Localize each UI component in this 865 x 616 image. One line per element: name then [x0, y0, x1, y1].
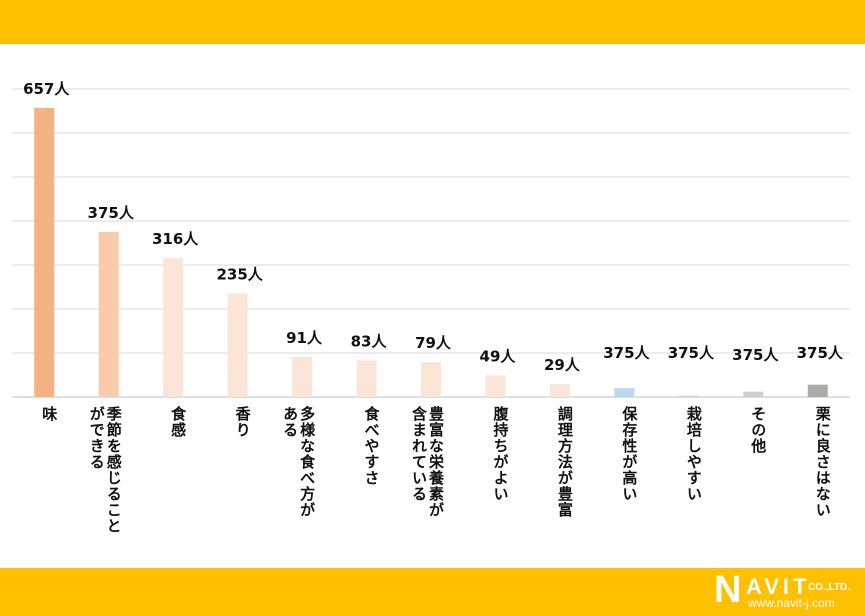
data-label: 49人: [480, 347, 517, 365]
data-label: 235人: [216, 266, 263, 284]
data-label: 29人: [544, 356, 581, 374]
x-tick-label: 多様な食べ方が ある: [281, 406, 317, 518]
bar: [743, 391, 764, 397]
data-label: 83人: [351, 332, 388, 350]
bar: [356, 360, 377, 397]
logo-mark: N: [714, 569, 742, 611]
bar: [292, 356, 313, 397]
bar: [549, 384, 570, 397]
bar: [227, 293, 248, 397]
logo-company: CO.,LTD.: [808, 582, 851, 593]
x-tick-label: 食感: [169, 406, 188, 438]
x-tick-label: 調理方法が豊富: [555, 406, 574, 518]
data-label: 375人: [668, 344, 715, 362]
bar: [485, 375, 506, 397]
bar: [163, 257, 184, 397]
x-tick-label: 豊富な栄養素が 含まれている: [410, 406, 445, 518]
x-tick-label: 腹持ちがよい: [491, 406, 510, 502]
data-label: 375人: [603, 344, 650, 362]
logo-url: www.navit-j.com: [748, 596, 835, 610]
bar: [98, 232, 119, 397]
bar: [807, 384, 828, 397]
data-label: 657人: [23, 80, 70, 98]
x-tick-label: 栗に良さはない: [813, 406, 832, 518]
data-label: 91人: [286, 329, 323, 347]
top-banner: [0, 0, 865, 44]
data-label: 375人: [732, 346, 779, 364]
data-label: 375人: [797, 344, 844, 362]
bar: [678, 395, 699, 397]
x-tick-label: 食べやすさ: [362, 406, 381, 486]
navit-logo: N AVIT CO.,LTD. www.navit-j.com: [714, 569, 864, 612]
bar: [614, 388, 635, 397]
x-tick-label: 栽培しやすい: [684, 406, 703, 502]
logo-name: AVIT: [746, 574, 811, 599]
x-tick-label: 保存性が高い: [620, 406, 639, 502]
data-label: 375人: [88, 204, 135, 222]
data-label: 316人: [152, 230, 199, 248]
bottom-banner: [0, 568, 865, 616]
data-label: 79人: [415, 334, 452, 352]
x-tick-label: 季節を感じること ができる: [87, 406, 123, 534]
bar: [421, 362, 441, 397]
x-tick-label: その他: [749, 406, 768, 454]
bar: [34, 107, 55, 398]
x-tick-label: 香り: [233, 406, 252, 438]
x-tick-label: 味: [40, 406, 59, 422]
